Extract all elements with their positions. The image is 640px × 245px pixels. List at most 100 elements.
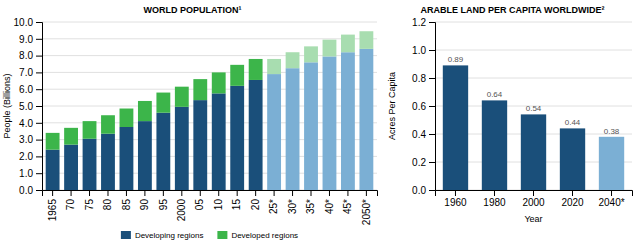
- bar: [443, 65, 468, 190]
- tick-label: 0.8: [412, 73, 426, 84]
- tick-label: 10: [213, 199, 224, 211]
- tick-mark: [429, 106, 435, 107]
- tick-label: 40*: [324, 199, 335, 214]
- tick: 85: [121, 190, 132, 210]
- legend-item: Developed regions: [217, 231, 298, 240]
- tick-label: 2.0: [19, 151, 33, 162]
- tick-label: 05: [194, 199, 205, 211]
- tick: 1965: [47, 190, 58, 221]
- tick-label: 25*: [268, 199, 279, 214]
- bar-segment: [120, 109, 134, 127]
- tick-label: 2020: [561, 197, 584, 208]
- bar-segment: [156, 113, 170, 190]
- bar-segment: [101, 115, 115, 133]
- tick: 80: [102, 190, 113, 210]
- tick-mark: [455, 190, 456, 196]
- grid-line: [42, 22, 377, 23]
- tick-label: 1960: [444, 197, 467, 208]
- tick: 2000: [522, 190, 545, 208]
- tick-mark: [572, 190, 573, 196]
- axis-line: [429, 23, 436, 191]
- tick: 10.0: [14, 17, 42, 28]
- tick-mark: [311, 190, 312, 196]
- tick-label: 3.0: [19, 134, 33, 145]
- grid: [42, 22, 377, 190]
- grid-line: [435, 22, 632, 23]
- bar-segment: [249, 80, 263, 190]
- tick: 2000: [176, 190, 187, 221]
- bar-segment: [64, 128, 78, 145]
- tick: 70: [65, 190, 76, 210]
- tick: 30*: [287, 190, 298, 214]
- tick: 1.2: [412, 17, 435, 28]
- tick: 25*: [268, 190, 279, 214]
- tick-label: 35*: [305, 199, 316, 214]
- y-axis-title: People (Billions): [2, 73, 12, 138]
- tick: 1980: [483, 190, 506, 208]
- bar-segment: [249, 59, 263, 80]
- bar-segment: [156, 93, 170, 113]
- legend-item: Developing regions: [121, 231, 204, 240]
- tick-label: 2050*: [361, 199, 372, 225]
- panel: 0.890.640.540.440.380.00.20.40.60.81.01.…: [387, 5, 633, 224]
- legend-label: Developing regions: [135, 231, 204, 240]
- tick-label: 2000: [176, 199, 187, 222]
- tick: 2040*: [598, 190, 624, 208]
- tick-label: 0.0: [19, 185, 33, 196]
- tick: 0.6: [412, 101, 435, 112]
- tick: 0.0: [412, 185, 435, 196]
- tick: 6.0: [19, 84, 42, 95]
- x-axis: 1960 1980 2000 2020 2040*: [436, 190, 633, 208]
- tick-label: 0.0: [412, 185, 426, 196]
- tick-mark: [36, 89, 42, 90]
- tick-mark: [36, 22, 42, 23]
- tick: 10: [213, 190, 224, 210]
- tick-label: 1.0: [19, 168, 33, 179]
- axis-line: [36, 23, 43, 191]
- x-axis-title: Year: [524, 214, 542, 224]
- bar-segment: [120, 127, 134, 190]
- tick-label: 15: [231, 199, 242, 211]
- data-label: 0.64: [487, 90, 503, 99]
- tick: 2050*: [361, 190, 372, 225]
- tick: 1.0: [412, 45, 435, 56]
- tick-label: 0.2: [412, 157, 426, 168]
- tick-mark: [107, 190, 108, 196]
- grid-line: [42, 38, 377, 39]
- tick-label: 5.0: [19, 101, 33, 112]
- x-axis: 196570758085909520000510152025*30*35*40*…: [43, 190, 378, 225]
- y-axis: 0.01.02.03.04.05.06.07.08.09.010.0: [14, 17, 43, 196]
- tick-label: 8.0: [19, 50, 33, 61]
- tick-label: 1980: [483, 197, 506, 208]
- tick-mark: [36, 190, 42, 191]
- tick: 0.4: [412, 129, 435, 140]
- bars: [443, 65, 624, 190]
- tick: 4.0: [19, 118, 42, 129]
- tick-mark: [292, 190, 293, 196]
- tick: 0.8: [412, 73, 435, 84]
- bar-segment: [212, 93, 226, 190]
- tick: 3.0: [19, 134, 42, 145]
- tick-mark: [329, 190, 330, 196]
- tick-label: 0.6: [412, 101, 426, 112]
- tick-label: 90: [139, 199, 150, 211]
- tick: 0.2: [412, 157, 435, 168]
- tick-mark: [36, 39, 42, 40]
- tick-mark: [200, 190, 201, 196]
- tick-label: 4.0: [19, 118, 33, 129]
- tick: 1960: [444, 190, 467, 208]
- legend-swatch: [217, 231, 227, 239]
- tick: 0.0: [19, 185, 42, 196]
- tick-mark: [36, 123, 42, 124]
- tick-label: 70: [65, 199, 76, 211]
- tick-label: 95: [158, 199, 169, 211]
- bar-segment: [175, 87, 189, 107]
- tick-label: 10.0: [14, 17, 34, 28]
- tick-mark: [36, 56, 42, 57]
- tick-mark: [36, 72, 42, 73]
- tick: 40*: [324, 190, 335, 214]
- tick-label: 75: [84, 199, 95, 211]
- tick: 75: [84, 190, 95, 210]
- bar-segment: [46, 150, 60, 190]
- tick-mark: [494, 190, 495, 196]
